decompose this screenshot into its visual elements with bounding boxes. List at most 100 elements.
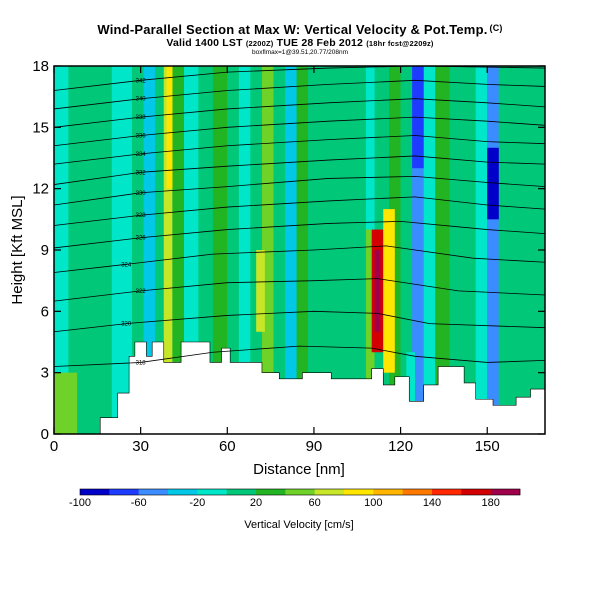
subtitle-valid: Valid 1400 LST <box>166 37 243 49</box>
colorbar-swatch <box>373 489 403 495</box>
velocity-cell-1 <box>374 250 381 332</box>
colorbar-tick-label: 100 <box>364 497 382 509</box>
colorbar-swatch <box>314 489 345 495</box>
isentrope-label: 338 <box>136 115 147 121</box>
velocity-column-5 <box>143 66 156 434</box>
subtitle-utc: (2200Z) <box>245 39 274 48</box>
velocity-column-7 <box>163 66 173 434</box>
velocity-column-15 <box>261 66 274 434</box>
x-tick-label: 30 <box>132 438 149 455</box>
velocity-cell-6 <box>166 66 173 189</box>
colorbar: -100 -60 -20 20 60 100 140 180 <box>69 488 521 509</box>
isentrope-contours: 318 320 322 324 326 328 330 332 334 336 338 340 342 <box>54 66 545 367</box>
x-tick-label: 90 <box>306 438 323 455</box>
velocity-column-30 <box>449 66 462 434</box>
velocity-column-17 <box>285 66 297 434</box>
colorbar-swatch <box>344 489 374 495</box>
isentrope-320 <box>54 310 545 333</box>
isentrope-label: 332 <box>136 170 147 176</box>
colorbar-swatch <box>226 489 257 495</box>
chart-title-mark: (C) <box>489 23 503 33</box>
colorbar-tick-label: 20 <box>250 497 262 509</box>
colorbar-swatch <box>461 489 491 495</box>
velocity-column-14 <box>250 66 262 434</box>
velocity-column-32 <box>475 66 488 434</box>
x-tick-label: 60 <box>219 438 236 455</box>
velocity-column-8 <box>172 66 184 434</box>
velocity-column-22 <box>354 66 366 434</box>
velocity-column-3 <box>111 66 132 434</box>
colorbar-tick-label: -100 <box>69 497 91 509</box>
terrain <box>54 341 545 434</box>
x-axis-title: Distance [nm] <box>253 461 345 478</box>
velocity-column-36 <box>527 66 545 434</box>
velocity-column-34 <box>498 66 511 434</box>
x-tick-label: 150 <box>475 438 500 455</box>
y-axis-title: Height [Kft MSL] <box>9 195 26 304</box>
chart-title: Wind-Parallel Section at Max W: Vertical… <box>0 22 600 37</box>
colorbar-title: Vertical Velocity [cm/s] <box>244 519 353 531</box>
velocity-column-31 <box>461 66 476 434</box>
colorbar-swatch <box>109 489 139 495</box>
colorbar-swatch <box>80 489 110 495</box>
colorbar-tick-label: 60 <box>309 497 321 509</box>
velocity-column-6 <box>155 66 164 434</box>
colorbar-tick-label: 140 <box>423 497 441 509</box>
colorbar-swatch <box>490 489 521 495</box>
velocity-column-12 <box>227 66 239 434</box>
colorbar-frame <box>79 488 521 496</box>
isentrope-label: 326 <box>136 236 147 242</box>
isentrope-label: 340 <box>136 97 147 103</box>
isentrope-label: 318 <box>136 360 147 366</box>
isentrope-label: 320 <box>121 322 132 328</box>
y-tick-label: 0 <box>41 426 49 443</box>
velocity-cell-2 <box>383 209 395 373</box>
y-tick-label: 12 <box>32 181 49 198</box>
colorbar-tick-label: -20 <box>189 497 205 509</box>
isentrope-label: 322 <box>136 289 147 295</box>
chart-credit: boxflmax=1@39.51,20.77/208nm <box>251 49 349 56</box>
isentrope-336 <box>54 116 545 147</box>
colorbar-swatch <box>256 489 286 495</box>
isentrope-328 <box>54 196 545 226</box>
velocity-column-23 <box>365 66 375 434</box>
velocity-cell-7 <box>256 250 265 332</box>
isentrope-326 <box>54 220 545 249</box>
x-tick-label: 120 <box>388 438 413 455</box>
colorbar-tick-label: 180 <box>481 497 499 509</box>
colorbar-swatch <box>197 489 227 495</box>
colorbar-swatch <box>138 489 169 495</box>
axes: 0 30 60 90 120 150 0 3 6 9 12 15 18 <box>32 58 545 455</box>
subtitle-run: (18hr fcst@2209z) <box>366 39 434 48</box>
subtitle-date: TUE 28 Feb 2012 <box>276 37 364 49</box>
isentrope-label: 336 <box>136 134 147 140</box>
chart-subtitle: Valid 1400 LST (2200Z) TUE 28 Feb 2012 (… <box>0 37 600 49</box>
isentrope-334 <box>54 135 545 165</box>
isentrope-330 <box>54 175 545 206</box>
y-tick-label: 3 <box>41 365 49 382</box>
y-tick-label: 18 <box>32 58 49 75</box>
vertical-velocity-field <box>54 66 545 434</box>
velocity-column-0 <box>54 66 69 434</box>
velocity-column-16 <box>273 66 286 434</box>
velocity-cell-8 <box>406 352 416 414</box>
isentrope-322 <box>54 278 545 302</box>
colorbar-swatch <box>432 489 462 495</box>
velocity-cell-4 <box>487 147 499 220</box>
isentrope-340 <box>54 79 545 110</box>
velocity-column-26 <box>400 66 413 434</box>
velocity-cell-9 <box>54 372 78 434</box>
chart-title-text: Wind-Parallel Section at Max W: Vertical… <box>97 22 488 37</box>
colorbar-tick-label: -60 <box>131 497 147 509</box>
y-tick-label: 9 <box>41 242 49 259</box>
y-tick-label: 15 <box>32 119 49 136</box>
velocity-column-28 <box>423 66 436 434</box>
terrain-mask <box>54 341 545 434</box>
velocity-column-21 <box>337 66 355 434</box>
velocity-column-20 <box>322 66 338 434</box>
velocity-column-27 <box>412 66 424 434</box>
isentrope-label: 334 <box>136 152 147 158</box>
velocity-column-11 <box>212 66 228 434</box>
velocity-column-4 <box>131 66 144 434</box>
